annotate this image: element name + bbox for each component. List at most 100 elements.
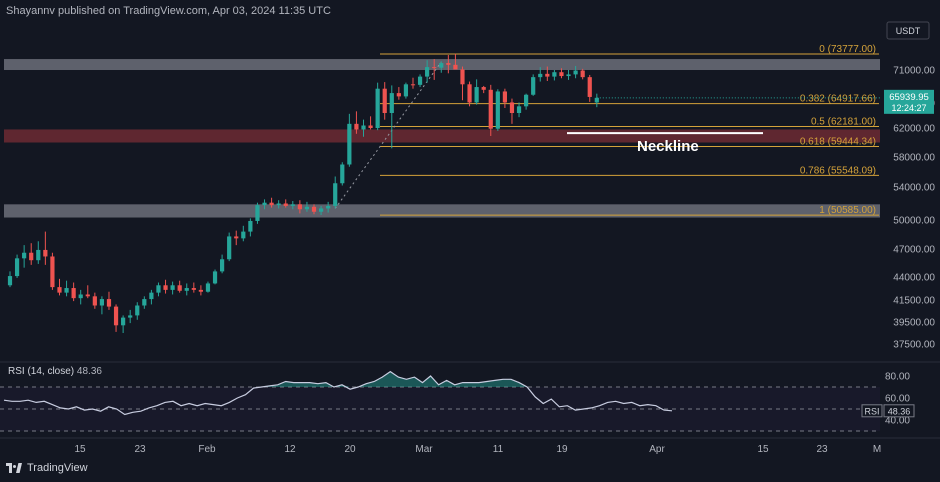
zone-layer [4,59,880,218]
time-tick-label: Apr [649,444,665,455]
candle [198,289,203,292]
tradingview-logo-icon [6,463,22,473]
tradingview-logo-text: TradingView [27,462,88,474]
candle [283,203,288,206]
candle [29,252,34,261]
candle [290,204,295,206]
price-tick-label: 54000.00 [893,183,935,194]
time-tick-label: 15 [757,444,769,455]
candle [262,202,267,206]
time-tick-label: M [873,444,881,455]
time-tick-label: 19 [556,444,568,455]
candle [22,252,27,259]
candle [113,306,119,326]
candle [318,208,324,212]
price-tick-label: 71000.00 [893,66,935,77]
candle [403,84,409,97]
candle [92,296,97,306]
candle [128,315,133,318]
currency-badge[interactable]: USDT [886,21,930,40]
candle [149,292,154,300]
candle [184,288,189,291]
time-tick-label: 20 [344,444,356,455]
price-tick-label: 47000.00 [893,245,935,256]
candle-layer [7,53,599,333]
candle [85,294,90,297]
candle [7,276,13,286]
trend-line [334,61,442,209]
candle [121,317,126,326]
candle [326,205,331,209]
neckline-label: Neckline [637,138,699,155]
rsi-legend[interactable]: RSI (14, close) 48.36 [8,366,102,377]
candle [396,93,401,97]
candle [276,203,281,206]
candle [64,288,69,293]
candle [516,106,522,113]
time-axis[interactable]: 15 23 Feb 12 20 Mar 11 19 Apr 15 23 M [0,437,940,455]
rsi-legend-value: 48.36 [76,366,102,377]
price-tick-label: 39500.00 [893,318,935,329]
tradingview-logo[interactable]: TradingView [6,462,88,474]
rsi-pane: 80.00 60.00 40.00 [0,361,940,432]
candle [453,64,458,70]
candle [269,202,274,206]
candle [580,70,585,78]
candle [333,183,338,206]
current-price-tag: 65939.95 12:24:27 [884,89,934,114]
candle [156,285,161,293]
candle [142,299,147,306]
time-tick-label: 11 [493,444,504,455]
price-tick-label: 41500.00 [893,296,935,307]
candle [382,88,387,113]
candle [14,258,20,277]
candle [481,87,486,90]
candle [248,220,253,232]
candle [57,287,62,293]
candle [297,204,302,210]
candle [502,91,507,103]
candle [241,231,246,239]
candle [432,67,437,69]
candle [488,89,493,129]
candle [389,93,394,113]
fib-label: 0.786 (55548.09) [800,165,876,176]
price-tick-label: 62000.00 [893,124,935,135]
fib-label: 0 (73777.00) [819,44,876,55]
time-tick-label: Mar [415,444,433,455]
rsi-overbought-fill [261,371,528,387]
candle [495,91,500,129]
price-tick-label: 58000.00 [893,153,935,164]
candle [36,249,41,261]
candle [106,299,112,307]
candle [524,94,529,107]
fib-label: 0.382 (64917.66) [800,94,876,105]
zone-support [4,204,880,218]
candle [410,84,416,86]
rsi-tag-name: RSI [864,406,879,416]
candle [255,205,260,221]
time-tick-label: 15 [74,444,86,455]
candle [78,294,83,299]
time-tick-label: 23 [134,444,146,455]
candle [439,63,444,68]
current-price-timer: 12:24:27 [891,103,926,113]
candle [474,87,479,103]
time-tick-label: Feb [198,444,216,455]
candle [163,285,168,290]
candle [559,72,564,77]
candle [170,285,175,290]
candle [594,97,599,103]
candle [71,288,76,299]
rsi-tag-value: 48.36 [888,406,911,416]
candle [509,102,515,113]
candle [460,69,465,85]
candle [531,77,536,95]
candle [177,285,182,291]
candle [135,305,140,316]
fib-label: 0.5 (62181.00) [811,116,876,127]
candle [368,125,373,128]
candle [545,73,550,77]
candle [191,288,196,290]
